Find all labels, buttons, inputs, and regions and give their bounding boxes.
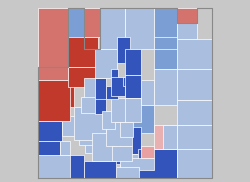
Bar [120, 122, 133, 137]
Bar [123, 77, 133, 86]
Bar [95, 50, 117, 78]
Bar [84, 78, 106, 98]
Bar [178, 125, 212, 149]
Bar [120, 154, 138, 171]
Bar [94, 145, 120, 164]
Bar [79, 131, 94, 145]
Bar [100, 8, 125, 50]
Bar [141, 146, 154, 158]
Bar [85, 138, 98, 153]
Bar [102, 140, 119, 154]
Bar [38, 80, 70, 121]
Bar [70, 161, 84, 178]
Bar [154, 69, 178, 105]
Bar [38, 121, 62, 141]
Bar [120, 127, 141, 154]
Bar [154, 37, 178, 50]
Bar [178, 69, 212, 100]
Bar [38, 155, 70, 178]
Bar [38, 141, 60, 155]
Bar [163, 125, 178, 149]
Bar [178, 8, 197, 23]
Bar [116, 167, 140, 178]
Bar [84, 161, 116, 178]
Bar [95, 98, 106, 114]
Bar [38, 87, 68, 121]
Bar [125, 75, 141, 98]
Bar [141, 80, 154, 105]
Bar [138, 149, 177, 178]
Bar [178, 149, 212, 178]
Bar [110, 98, 132, 122]
Bar [74, 107, 106, 140]
Bar [154, 125, 178, 149]
Bar [110, 69, 118, 78]
Bar [38, 8, 68, 80]
Bar [154, 39, 178, 69]
Bar [178, 23, 197, 39]
Bar [81, 97, 97, 113]
Bar [125, 50, 141, 75]
Bar [60, 141, 70, 155]
Bar [178, 39, 212, 69]
Bar [62, 116, 75, 136]
Bar [125, 98, 141, 122]
Bar [154, 8, 178, 39]
Bar [120, 158, 154, 171]
Bar [53, 86, 74, 107]
Bar [112, 146, 132, 161]
Bar [68, 8, 84, 67]
Bar [125, 8, 154, 50]
Bar [178, 100, 212, 125]
Bar [132, 105, 154, 132]
Bar [117, 37, 130, 63]
Bar [102, 111, 115, 129]
Bar [84, 8, 100, 37]
Bar [106, 86, 118, 99]
Bar [55, 155, 84, 178]
Bar [110, 77, 125, 96]
Bar [92, 132, 114, 161]
Bar [68, 67, 99, 87]
Bar [106, 122, 132, 146]
Bar [95, 78, 106, 99]
Bar [68, 37, 98, 67]
